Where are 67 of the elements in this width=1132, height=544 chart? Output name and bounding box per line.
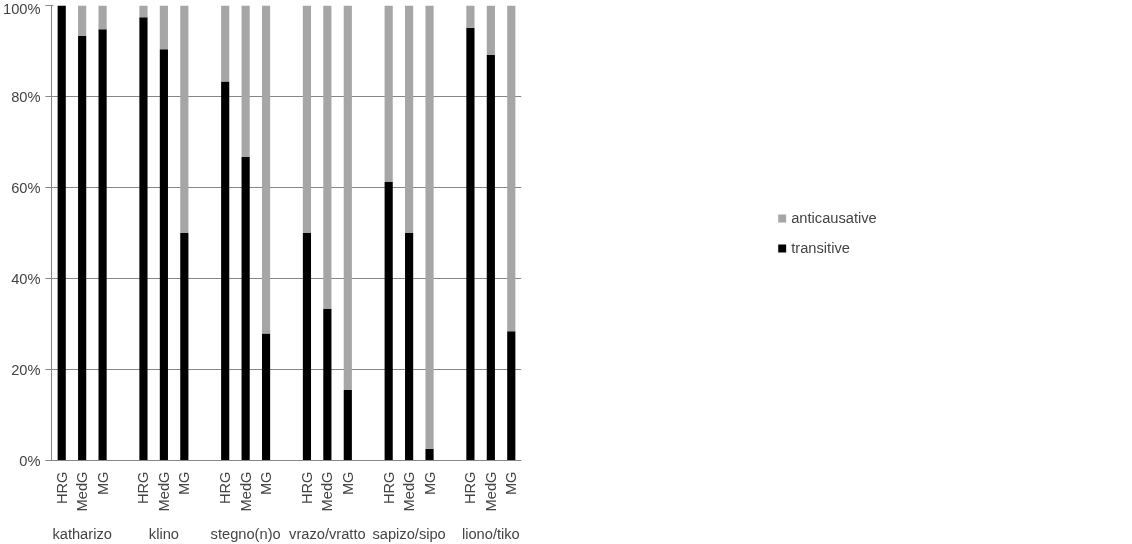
x-tick-label: HRG bbox=[217, 471, 234, 505]
bar bbox=[405, 5, 414, 233]
bar bbox=[425, 448, 434, 461]
y-tick-label: 0% bbox=[19, 452, 41, 469]
legend-label: transitive bbox=[791, 239, 850, 256]
bar bbox=[221, 5, 230, 82]
text: stegno(n)o bbox=[210, 525, 281, 542]
text: vrazo/vratto bbox=[289, 525, 366, 542]
bar bbox=[507, 331, 516, 461]
bar bbox=[486, 55, 495, 461]
y-tick-label: 20% bbox=[11, 361, 41, 378]
x-tick-label: MG bbox=[339, 471, 356, 496]
x-tick-label: HRG bbox=[53, 471, 70, 505]
bar bbox=[139, 17, 148, 461]
x-tick-label: MG bbox=[176, 471, 193, 496]
y-tick-label: 40% bbox=[11, 270, 41, 287]
bar bbox=[241, 5, 250, 158]
bar bbox=[302, 233, 312, 461]
bar bbox=[139, 5, 148, 18]
bar bbox=[261, 333, 271, 461]
bar bbox=[98, 5, 107, 30]
bar bbox=[78, 5, 87, 36]
x-tick-label: MedG bbox=[237, 471, 254, 512]
x-tick-label: MG bbox=[258, 471, 275, 496]
x-tick-label: HRG bbox=[298, 471, 315, 505]
bar bbox=[384, 182, 393, 461]
bar bbox=[221, 81, 230, 461]
bar bbox=[241, 157, 250, 461]
x-tick-label: MedG bbox=[482, 471, 499, 512]
text: sapizo/sipo bbox=[372, 525, 446, 542]
bar bbox=[405, 233, 414, 461]
x-tick-label: HRG bbox=[135, 471, 152, 505]
x-tick-label: HRG bbox=[462, 471, 479, 505]
bar bbox=[384, 5, 393, 183]
bar bbox=[425, 5, 434, 449]
bar bbox=[323, 308, 332, 461]
x-tick-label: MG bbox=[503, 471, 520, 496]
text: katharizo bbox=[52, 525, 112, 542]
bar bbox=[57, 5, 66, 461]
bar bbox=[466, 27, 475, 461]
y-tick-label: 100% bbox=[3, 0, 41, 17]
x-tick-label: MG bbox=[421, 471, 438, 496]
legend-label: anticausative bbox=[791, 209, 877, 226]
bar bbox=[486, 5, 495, 56]
bar bbox=[180, 5, 189, 233]
bar bbox=[78, 35, 87, 461]
y-tick-label: 80% bbox=[11, 88, 41, 105]
y-tick-label: 60% bbox=[11, 179, 41, 196]
bar bbox=[323, 5, 332, 309]
text: liono/tiko bbox=[461, 525, 520, 542]
x-tick-label: HRG bbox=[380, 471, 397, 505]
bar bbox=[159, 49, 168, 461]
x-tick-label: MedG bbox=[155, 471, 172, 512]
bar bbox=[98, 29, 107, 461]
bar bbox=[159, 5, 168, 50]
x-tick-label: MedG bbox=[401, 471, 418, 512]
bar bbox=[302, 5, 312, 233]
bar bbox=[343, 5, 352, 390]
x-tick-label: MG bbox=[94, 471, 111, 496]
bar bbox=[343, 389, 352, 461]
bar bbox=[507, 5, 516, 332]
x-tick-label: MedG bbox=[319, 471, 336, 512]
text: klino bbox=[148, 525, 179, 542]
bar bbox=[180, 233, 189, 461]
x-tick-label: MedG bbox=[74, 471, 91, 512]
bar bbox=[261, 5, 271, 334]
bar bbox=[466, 5, 475, 28]
